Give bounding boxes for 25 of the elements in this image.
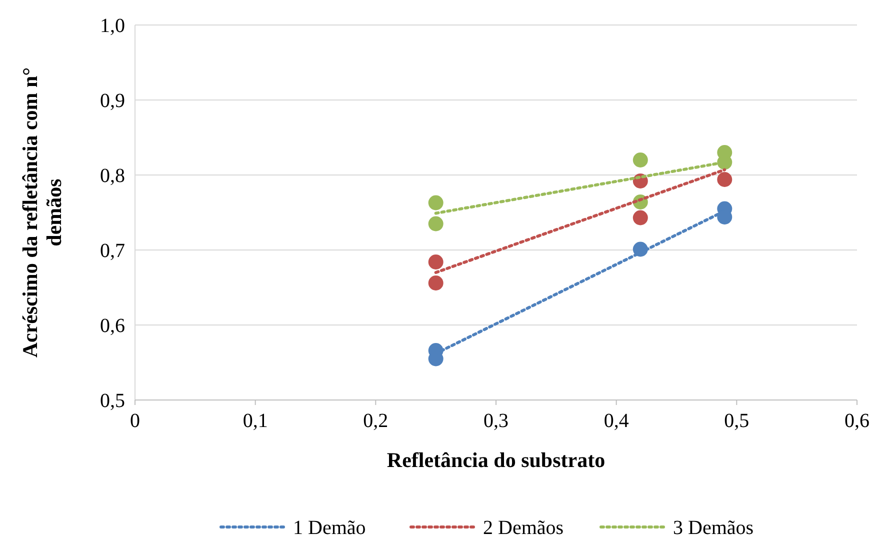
legend-label: 3 Demãos [673, 517, 754, 539]
x-tick-label: 0,3 [484, 410, 508, 432]
y-tick-label: 0,7 [100, 240, 125, 262]
point [428, 195, 444, 210]
y-tick-label: 0,6 [100, 315, 125, 337]
y-tick-label: 0,5 [100, 390, 125, 412]
x-tick-label: 0,2 [363, 410, 388, 432]
y-axis-title: Acréscimo da refletância com n° demãos [18, 67, 66, 358]
point [428, 254, 444, 270]
y-tick-label: 0,9 [100, 90, 125, 112]
y-tick-label: 0,8 [100, 165, 125, 187]
x-axis-title: Refletância do substrato [386, 448, 606, 472]
point [632, 152, 648, 168]
legend-label: 1 Demão [293, 517, 366, 539]
y-tick-label: 1,0 [100, 15, 125, 37]
x-tick-label: 0,1 [242, 410, 268, 432]
x-tick-label: 0 [130, 410, 140, 432]
x-tick-label: 0,6 [844, 410, 870, 432]
point [428, 216, 444, 232]
legend-label: 2 Demãos [483, 517, 564, 539]
point [428, 276, 444, 290]
point [632, 210, 648, 226]
point [717, 172, 732, 187]
x-tick-label: 0,4 [604, 410, 629, 432]
x-tick-label: 0,5 [724, 410, 750, 432]
